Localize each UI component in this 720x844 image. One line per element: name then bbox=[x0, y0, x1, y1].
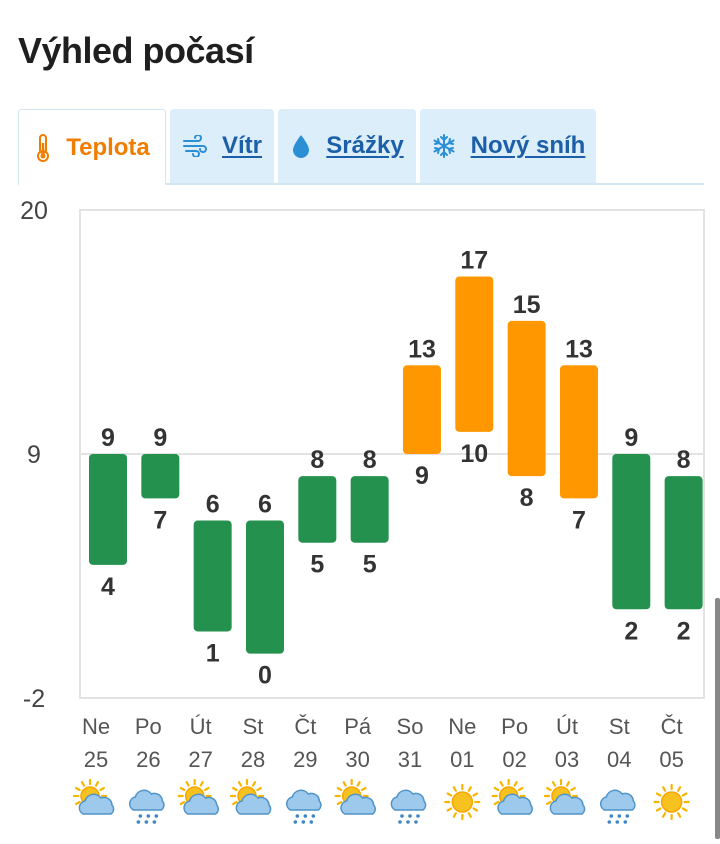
min-temp-label: 5 bbox=[363, 551, 377, 579]
tab-bar: Teplota Vítr Srážky bbox=[18, 109, 704, 185]
y-tick-label: 20 bbox=[20, 197, 48, 225]
sun-cloud-icon bbox=[177, 778, 219, 815]
rain-cloud-icon bbox=[286, 789, 322, 824]
snowflake-icon bbox=[431, 133, 457, 159]
sun-cloud-icon bbox=[72, 778, 115, 815]
min-temp-label: 4 bbox=[101, 573, 115, 601]
min-temp-label: 5 bbox=[310, 551, 324, 579]
min-temp-label: 2 bbox=[677, 617, 691, 645]
max-temp-label: 9 bbox=[624, 424, 638, 452]
y-tick-label: 9 bbox=[27, 441, 41, 469]
min-temp-label: 8 bbox=[520, 484, 534, 512]
rain-cloud-icon bbox=[390, 789, 427, 824]
x-day-label: St bbox=[243, 714, 264, 739]
x-date-label: 25 bbox=[84, 747, 108, 772]
max-temp-label: 17 bbox=[460, 247, 488, 275]
min-temp-label: 0 bbox=[258, 662, 272, 690]
max-temp-label: 8 bbox=[677, 446, 691, 474]
tab-new-snow-label: Nový sníh bbox=[470, 132, 586, 159]
tab-precipitation-label: Srážky bbox=[326, 132, 404, 159]
max-temp-label: 8 bbox=[363, 446, 377, 474]
max-temp-label: 13 bbox=[565, 335, 593, 363]
x-day-label: St bbox=[609, 714, 630, 739]
max-temp-label: 9 bbox=[153, 424, 167, 452]
sun-cloud-icon bbox=[334, 778, 376, 815]
max-temp-label: 9 bbox=[101, 424, 115, 452]
x-day-label: Po bbox=[501, 714, 528, 739]
temp-range-bar[interactable] bbox=[507, 320, 546, 477]
temp-range-bar[interactable] bbox=[245, 520, 284, 654]
x-date-label: 26 bbox=[136, 747, 160, 772]
x-day-label: Po bbox=[135, 714, 162, 739]
rain-cloud-icon bbox=[600, 789, 636, 824]
scrollbar-thumb[interactable] bbox=[715, 598, 720, 839]
temp-range-bar[interactable] bbox=[298, 476, 337, 543]
raindrop-icon bbox=[290, 133, 312, 159]
temp-range-bar[interactable] bbox=[402, 365, 441, 454]
max-temp-label: 6 bbox=[258, 491, 272, 519]
sun-cloud-icon bbox=[491, 778, 533, 815]
min-temp-label: 10 bbox=[460, 440, 488, 468]
temp-range-bar[interactable] bbox=[612, 454, 651, 610]
x-date-label: 03 bbox=[555, 747, 579, 772]
max-temp-label: 15 bbox=[513, 291, 541, 319]
x-date-label: 05 bbox=[659, 747, 683, 772]
min-temp-label: 9 bbox=[415, 462, 429, 490]
temp-range-bar[interactable] bbox=[193, 520, 232, 632]
x-day-label: So bbox=[397, 714, 424, 739]
max-temp-label: 6 bbox=[206, 491, 220, 519]
tab-precipitation[interactable]: Srážky bbox=[278, 109, 416, 183]
x-date-label: 29 bbox=[293, 747, 317, 772]
tab-wind-label: Vítr bbox=[221, 132, 262, 159]
rain-cloud-icon bbox=[129, 789, 165, 824]
tab-new-snow[interactable]: Nový sníh bbox=[420, 109, 596, 183]
max-temp-label: 8 bbox=[310, 446, 324, 474]
temp-range-bar[interactable] bbox=[455, 276, 494, 432]
x-date-label: 02 bbox=[502, 747, 526, 772]
tab-temperature[interactable]: Teplota bbox=[18, 109, 166, 185]
max-temp-label: 13 bbox=[408, 335, 436, 363]
x-day-label: Ne bbox=[82, 714, 110, 739]
x-date-label: 28 bbox=[241, 747, 265, 772]
x-date-label: 04 bbox=[607, 747, 631, 772]
min-temp-label: 2 bbox=[624, 617, 638, 645]
x-day-label: Čt bbox=[294, 714, 316, 739]
x-date-label: 27 bbox=[188, 747, 212, 772]
temp-range-bar[interactable] bbox=[664, 476, 703, 610]
x-day-label: Pá bbox=[344, 714, 372, 739]
tab-temperature-label: Teplota bbox=[66, 133, 150, 161]
x-date-label: 01 bbox=[450, 747, 474, 772]
temperature-chart: -2 9 20 9 4 9 7 6 1 6 0 8 5 8 5 13 9 17 10 15 8 13 7 9 2 8 2 Ne 25 Po… bbox=[0, 190, 720, 839]
temp-range-bar[interactable] bbox=[141, 454, 180, 499]
x-day-label: Čt bbox=[661, 714, 683, 739]
temp-range-bar[interactable] bbox=[350, 476, 389, 543]
x-day-label: Út bbox=[556, 714, 578, 739]
x-date-label: 31 bbox=[398, 747, 422, 772]
page-title: Výhled počasí bbox=[18, 30, 254, 71]
min-temp-label: 7 bbox=[153, 506, 167, 534]
thermometer-icon bbox=[34, 133, 52, 163]
tab-wind[interactable]: Vítr bbox=[170, 109, 274, 183]
x-day-label: Út bbox=[190, 714, 212, 739]
sun-icon bbox=[653, 783, 690, 821]
x-day-label: Ne bbox=[448, 714, 476, 739]
sun-cloud-icon bbox=[229, 778, 272, 815]
y-tick-label: -2 bbox=[23, 685, 45, 713]
sun-cloud-icon bbox=[543, 778, 586, 815]
min-temp-label: 7 bbox=[572, 506, 586, 534]
temperature-chart-svg: -292094976160858513917101581379282Ne25Po… bbox=[20, 197, 705, 824]
temp-range-bar[interactable] bbox=[89, 454, 127, 565]
x-date-label: 30 bbox=[345, 747, 369, 772]
temp-range-bar[interactable] bbox=[559, 365, 598, 499]
min-temp-label: 1 bbox=[206, 639, 220, 667]
sun-icon bbox=[444, 783, 481, 821]
tab-bar-divider bbox=[18, 183, 704, 185]
wind-icon bbox=[182, 135, 208, 157]
